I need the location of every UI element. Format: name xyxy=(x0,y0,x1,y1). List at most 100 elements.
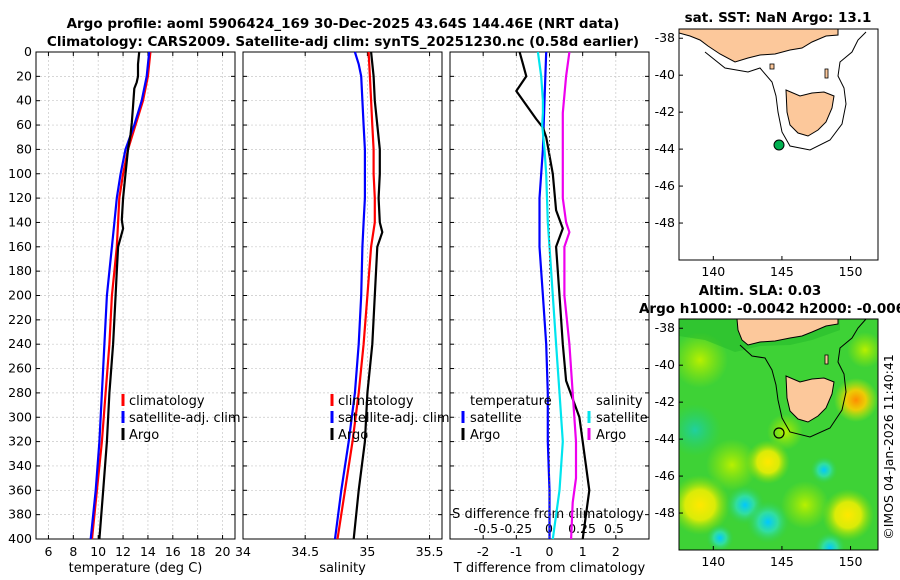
y-tick-label: 0 xyxy=(24,44,32,59)
series-salinity-argo xyxy=(561,51,578,540)
x-tick-label: 6 xyxy=(44,544,52,559)
timestamp-stamp: ©IMOS 04-Jan-2026 11:40:41 xyxy=(881,354,896,540)
x-tick-label-top: 0.5 xyxy=(604,521,624,536)
x-axis-label-top: S difference from climatology xyxy=(452,507,644,522)
y-tick-label: 160 xyxy=(8,239,32,254)
map-x-tick-label: 140 xyxy=(701,554,725,569)
y-tick-label: 20 xyxy=(16,68,32,83)
legend-s-satellite: satellite xyxy=(596,411,648,426)
x-tick-label: 34 xyxy=(235,544,251,559)
mainland-landmass xyxy=(736,318,839,346)
tasmania-landmass xyxy=(785,89,835,137)
y-tick-label: 140 xyxy=(8,214,32,229)
legend-salinity-header: salinity xyxy=(596,394,643,409)
altimetry-title-line2: Argo h1000: -0.0042 h2000: -0.006 xyxy=(639,301,900,317)
y-tick-label: 320 xyxy=(8,434,32,449)
x-tick-label: 10 xyxy=(90,544,106,559)
shelf-contour xyxy=(739,318,867,438)
legend-satellite: satellite-adj. clim xyxy=(129,411,241,426)
legend-satellite: satellite-adj. clim xyxy=(338,411,450,426)
x-tick-label: 12 xyxy=(115,544,131,559)
y-tick-label: 340 xyxy=(8,458,32,473)
x-tick-label: 8 xyxy=(69,544,77,559)
map-x-tick-label: 150 xyxy=(839,554,863,569)
x-tick-label-top: -0.5 xyxy=(474,521,498,536)
map-y-tick-label: -48 xyxy=(655,505,675,520)
tasmania-landmass xyxy=(785,375,835,423)
series-climatology xyxy=(90,51,152,540)
y-tick-label: 360 xyxy=(8,482,32,497)
altimetry-title-line1: Altim. SLA: 0.03 xyxy=(699,283,821,299)
y-tick-label: 280 xyxy=(8,385,32,400)
temperature-panel: 6 8 10 12 14 16 18 2002040608010012014016018020… xyxy=(8,44,236,576)
y-tick-label: 100 xyxy=(8,166,32,181)
argo-float-marker xyxy=(773,427,785,439)
map-y-tick-label: -48 xyxy=(655,215,675,230)
x-tick-label: 34.5 xyxy=(291,544,319,559)
figure-title-line2: Climatology: CARS2009. Satellite-adj cli… xyxy=(47,34,639,50)
x-tick-label: -2 xyxy=(477,544,489,559)
altimetry-map xyxy=(678,318,879,551)
figure-title-line1: Argo profile: aoml 5906424_169 30-Dec-20… xyxy=(67,16,620,32)
map-y-tick-label: -38 xyxy=(655,30,675,45)
y-tick-label: 120 xyxy=(8,190,32,205)
y-tick-label: 220 xyxy=(8,312,32,327)
y-tick-label: 40 xyxy=(16,93,32,108)
series-salinity-satellite xyxy=(536,51,564,540)
altimetry-map-axes: 140 145 150 -38 -40 -42 -44 -46 -48 xyxy=(655,320,863,569)
x-axis-label: salinity xyxy=(319,561,366,576)
map-y-tick-label: -42 xyxy=(655,394,675,409)
series-satellite-adj-clim xyxy=(89,51,151,540)
legend-climatology: climatology xyxy=(129,394,205,409)
x-tick-label: 35.5 xyxy=(416,544,444,559)
sst-map-axes: 140 145 150 -38 -40 -42 -44 -46 -48 xyxy=(655,30,863,279)
x-tick-label-top: 0.25 xyxy=(568,521,596,536)
x-tick-label: 35 xyxy=(359,544,375,559)
difference-panel: -2 -1 0 1 2 T difference from climatology S di… xyxy=(449,51,650,576)
x-tick-label: 1 xyxy=(579,544,587,559)
map-x-tick-label: 145 xyxy=(770,554,794,569)
x-tick-label: -1 xyxy=(510,544,522,559)
flinders-island xyxy=(824,354,829,365)
map-y-tick-label: -46 xyxy=(655,468,675,483)
sst-map xyxy=(678,28,879,261)
map-y-tick-label: -40 xyxy=(655,67,675,82)
x-tick-label: 20 xyxy=(215,544,231,559)
map-y-tick-label: -38 xyxy=(655,320,675,335)
salinity-panel: 34 34.5 35 35.5 salinity xyxy=(235,51,444,576)
legend-temperature-header: temperature xyxy=(470,394,552,409)
argo-float-marker xyxy=(773,139,785,151)
map-y-tick-label: -46 xyxy=(655,178,675,193)
map-y-tick-label: -44 xyxy=(655,141,675,156)
x-tick-label: 2 xyxy=(612,544,620,559)
y-tick-label: 80 xyxy=(16,141,32,156)
legend-t-argo: Argo xyxy=(470,428,500,443)
flinders-island xyxy=(824,68,829,79)
series-argo xyxy=(98,51,141,540)
map-y-tick-label: -44 xyxy=(655,431,675,446)
map-y-tick-label: -40 xyxy=(655,357,675,372)
map-x-tick-label: 140 xyxy=(701,264,725,279)
y-tick-label: 400 xyxy=(8,531,32,546)
legend-t-satellite: satellite xyxy=(470,411,522,426)
y-tick-label: 240 xyxy=(8,336,32,351)
legend-s-argo: Argo xyxy=(596,428,626,443)
difference-legend: temperature satellite Argo salinity sate… xyxy=(461,394,648,443)
shelf-contour xyxy=(704,31,867,151)
series-temperature-argo xyxy=(515,51,591,540)
x-tick-label: 16 xyxy=(165,544,181,559)
y-tick-label: 180 xyxy=(8,263,32,278)
y-tick-label: 260 xyxy=(8,361,32,376)
temperature-legend: climatology satellite-adj. clim Argo xyxy=(121,394,241,443)
x-tick-label: 0 xyxy=(546,544,554,559)
salinity-legend: climatology satellite-adj. clim Argo xyxy=(330,394,450,443)
legend-argo: Argo xyxy=(338,428,368,443)
map-x-tick-label: 150 xyxy=(839,264,863,279)
series-climatology xyxy=(336,51,376,540)
x-tick-label: 18 xyxy=(190,544,206,559)
series-argo xyxy=(352,51,384,540)
map-x-tick-label: 145 xyxy=(770,264,794,279)
legend-argo: Argo xyxy=(129,428,159,443)
legend-climatology: climatology xyxy=(338,394,414,409)
